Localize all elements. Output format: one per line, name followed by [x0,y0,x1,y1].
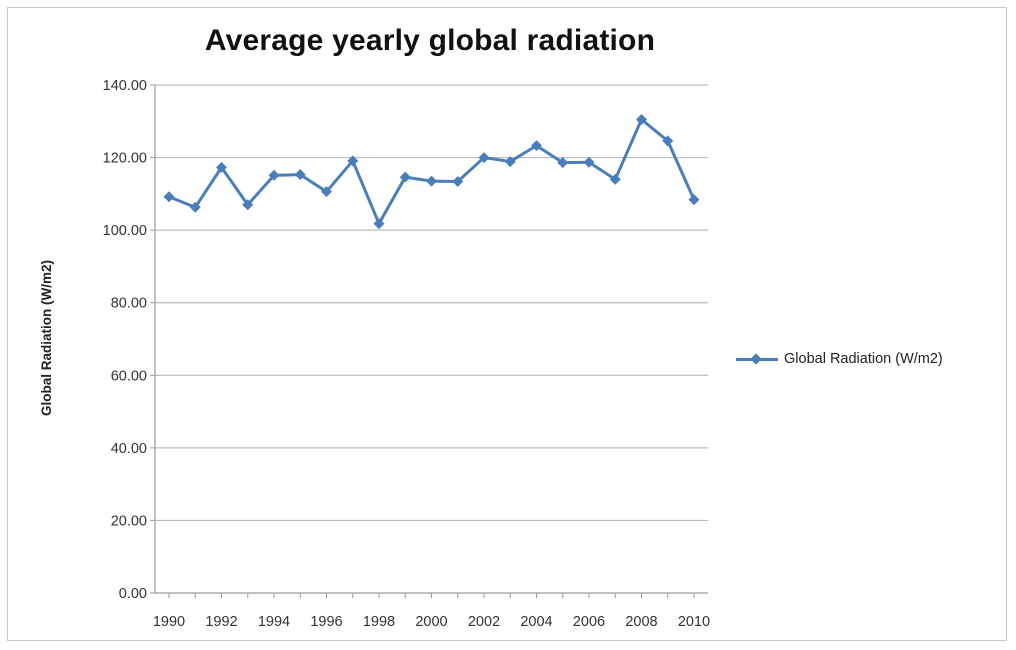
x-tick-label: 1992 [205,614,237,630]
data-point-marker [557,157,569,169]
legend-series-swatch [734,349,780,369]
gridlines [155,84,708,522]
data-point-marker [189,201,201,213]
chart-frame [7,7,1007,641]
data-point-marker [268,169,280,181]
data-point-marker [216,161,227,173]
data-point-marker [609,173,621,185]
data-point-marker [347,155,359,167]
data-point-marker [426,175,437,187]
x-tick-label: 1990 [153,614,185,630]
x-axis-tick-labels: 1990 1992 1994 1996 1998 2000 2002 2004 2006 2008… [153,614,710,630]
y-axis-title: Global Radiation (W/m2) [39,260,54,416]
x-tick-label: 2008 [625,614,657,630]
x-tick-label: 1994 [258,614,290,630]
y-tick-label: 60.00 [111,368,147,384]
x-tick-label: 1998 [363,614,395,630]
y-tick-label: 120.00 [103,151,147,167]
chart-title: Average yearly global radiation [204,24,656,57]
data-point-marker [478,152,490,164]
data-series [163,113,700,230]
y-tick-label: 100.00 [103,223,147,239]
legend-series-label: Global Radiation (W/m2) [784,351,943,367]
data-point-marker [163,191,175,203]
data-point-marker [242,199,254,211]
x-tick-label: 2002 [468,614,500,630]
y-tick-label: 140.00 [103,78,147,94]
y-tick-label: 40.00 [111,441,147,457]
data-point-marker [294,169,306,181]
x-tick-label: 2006 [573,614,605,630]
data-point-marker [662,135,674,147]
x-tick-label: 1996 [310,614,342,630]
data-point-marker [688,194,700,206]
x-tick-label: 2010 [678,614,710,630]
data-point-marker [321,186,332,198]
data-point-marker [399,171,411,183]
y-tick-label: 20.00 [111,513,147,529]
data-point-marker [583,156,595,168]
axes [150,84,708,598]
data-point-marker [452,176,464,188]
y-axis-tick-labels: 0.00 20.00 40.00 60.00 80.00 100.00 120.00 140.… [103,78,147,602]
x-tick-label: 2004 [520,614,552,630]
data-point-marker [504,156,516,168]
data-point-marker [373,218,385,230]
y-tick-label: 0.00 [119,586,147,602]
data-point-marker [531,140,542,152]
x-tick-label: 2000 [415,614,447,630]
data-point-marker [636,113,647,125]
legend: Global Radiation (W/m2) [734,349,943,369]
y-tick-label: 80.00 [111,296,147,312]
